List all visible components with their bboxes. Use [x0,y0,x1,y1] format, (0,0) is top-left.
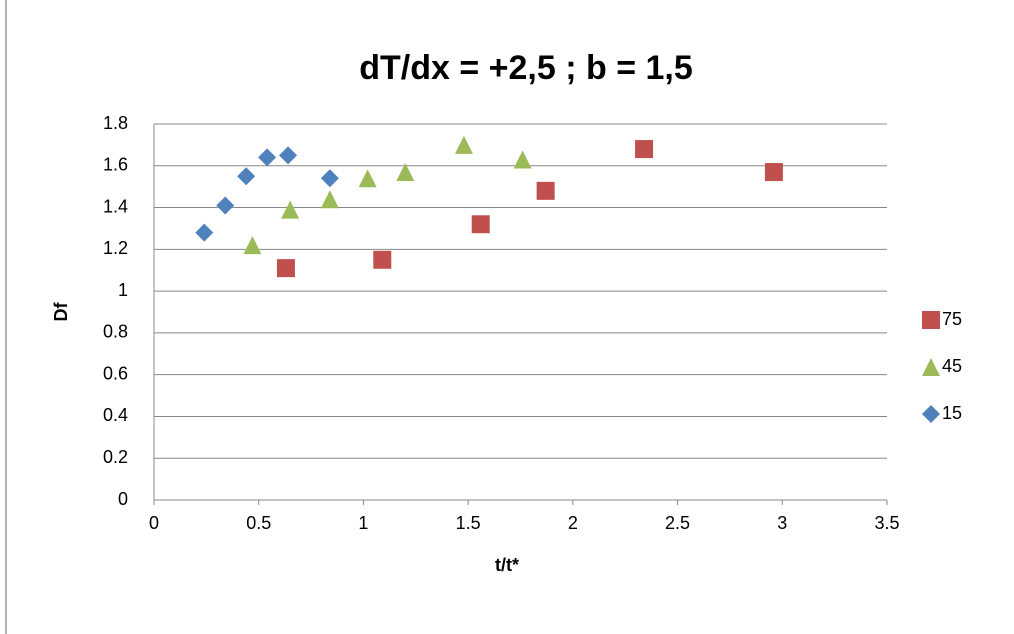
y-tick-label: 1.2 [103,238,128,258]
y-tick-label: 1.8 [103,113,128,133]
marker-diamond [195,224,213,242]
marker-square [373,251,391,269]
marker-diamond [237,167,255,185]
marker-diamond [321,169,339,187]
x-axis-title: t/t* [495,555,519,575]
x-tick-label: 3.5 [874,513,899,533]
marker-triangle [281,201,299,219]
marker-triangle [243,236,261,254]
chart: dT/dx = +2,5 ; b = 1,5 t/t* Df 0 0.2 0.4 0.… [0,0,1014,634]
marker-triangle [321,190,339,208]
y-tick-label: 1.6 [103,155,128,175]
y-tick-label: 0.4 [103,405,128,425]
marker-square [537,182,555,200]
x-tick-label: 0 [149,513,159,533]
marker-triangle [514,151,532,169]
x-tick-label: 0.5 [246,513,271,533]
marker-square [765,163,783,181]
marker-square [277,259,295,277]
y-tick-label: 0 [118,489,128,509]
marker-diamond [258,148,276,166]
x-tick-label: 1 [358,513,368,533]
chart-title: dT/dx = +2,5 ; b = 1,5 [359,49,693,87]
legend-label: 75 [942,309,962,329]
y-tick-label: 0.6 [103,363,128,383]
marker-square [472,215,490,233]
legend-label: 45 [942,356,962,376]
x-tick-label: 3 [777,513,787,533]
y-tick-label: 1 [118,280,128,300]
x-tick-label: 2 [568,513,578,533]
y-axis-title: Df [51,302,71,322]
marker-diamond [922,405,940,423]
page: {"chart_data": {"type": "scatter", "titl… [0,0,1014,634]
marker-triangle [455,136,473,154]
marker-triangle [359,169,377,187]
x-tick-label: 2.5 [665,513,690,533]
marker-square [922,311,940,329]
y-tick-label: 0.2 [103,447,128,467]
y-tick-label: 1.4 [103,196,128,216]
marker-triangle [922,358,940,376]
marker-diamond [216,196,234,214]
legend-label: 15 [942,403,962,423]
marker-square [635,140,653,158]
marker-diamond [279,146,297,164]
y-tick-label: 0.8 [103,322,128,342]
x-tick-label: 1.5 [456,513,481,533]
